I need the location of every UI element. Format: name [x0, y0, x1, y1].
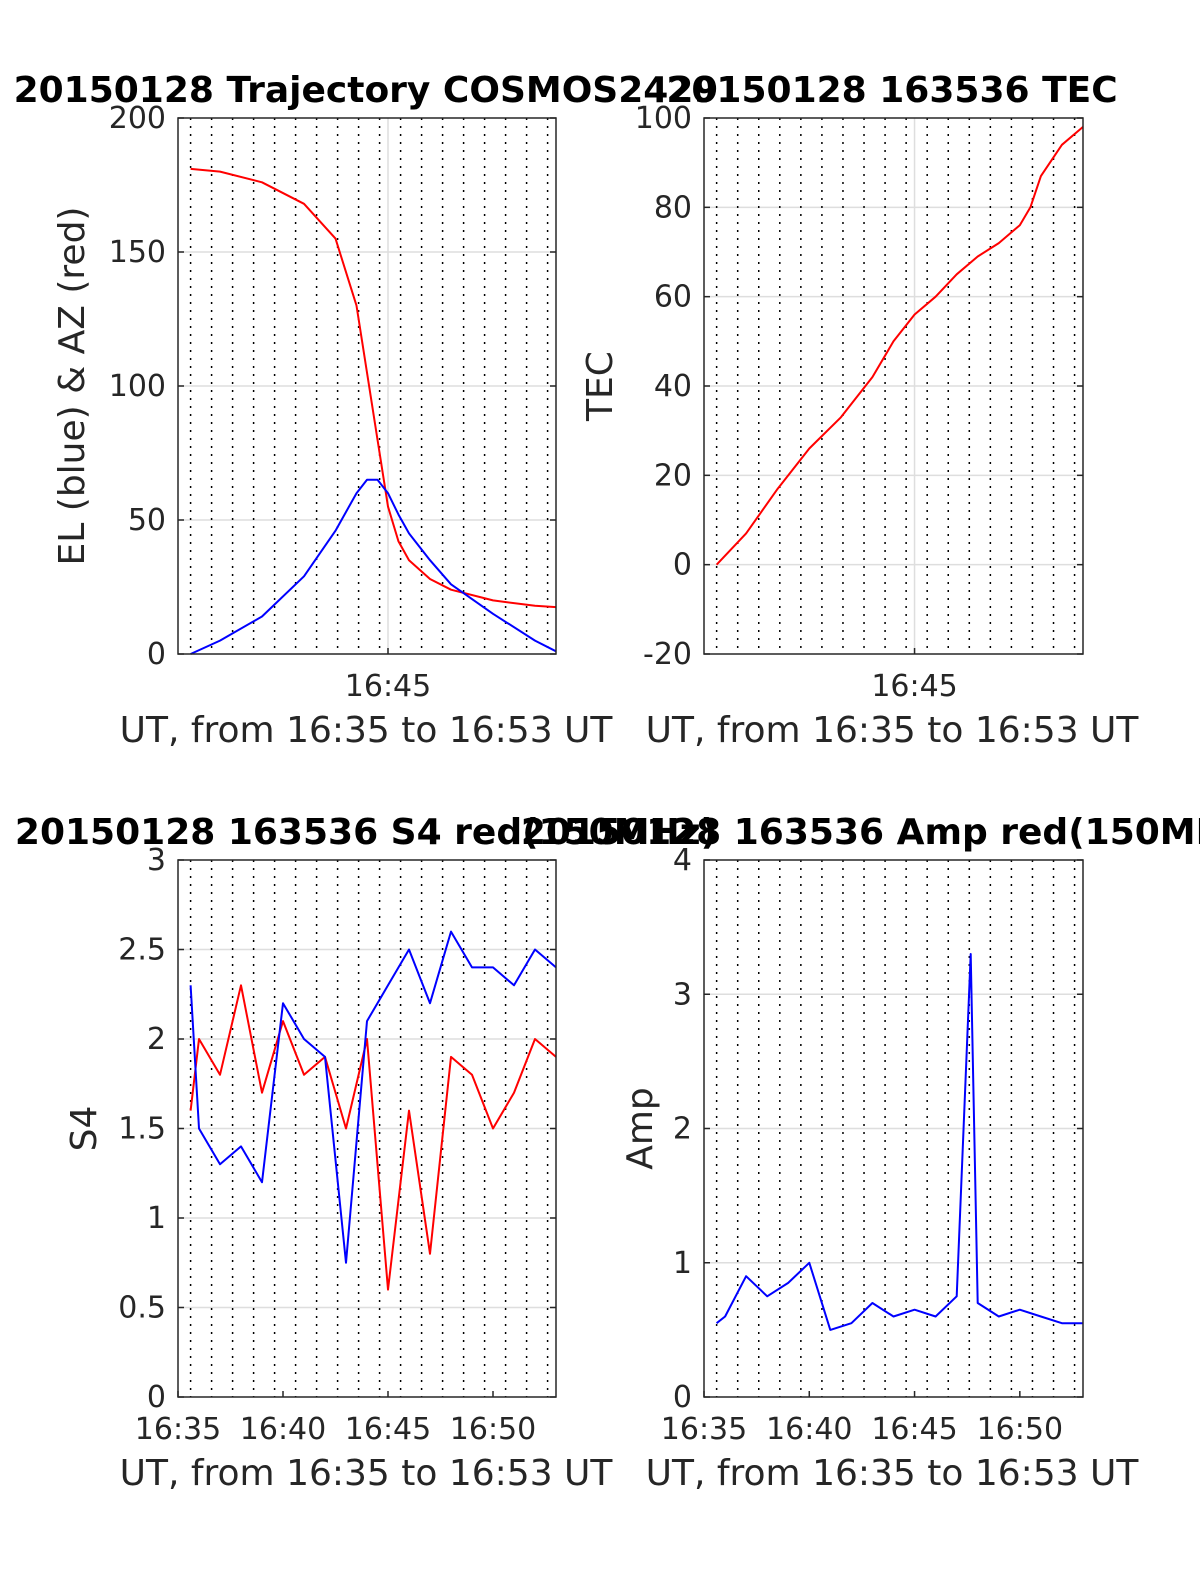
x-tick-label: 16:45: [345, 669, 431, 704]
x-tick-label: 16:45: [871, 1412, 957, 1447]
x-tick-label: 16:45: [345, 1412, 431, 1447]
chart-title: 20150128 163536 TEC: [666, 70, 1117, 111]
y-tick-label: 2.5: [118, 933, 166, 968]
x-tick-label: 16:45: [871, 669, 957, 704]
series-line-1: [715, 126, 1084, 566]
series-line-1: [190, 167, 557, 609]
x-tick-label: 16:35: [135, 1412, 221, 1447]
y-tick-label: 3: [673, 977, 692, 1012]
y-tick-label: 1.5: [118, 1112, 166, 1147]
y-tick-label: 0: [673, 1380, 692, 1415]
x-tick-label: 16:35: [661, 1412, 747, 1447]
y-tick-label: 100: [635, 101, 692, 136]
y-tick-label: 0: [673, 548, 692, 583]
y-tick-label: 100: [109, 369, 166, 404]
y-tick-label: 60: [654, 280, 692, 315]
series-line-2: [189, 930, 557, 1264]
chart-title: 20150128 Trajectory COSMOS2429: [14, 70, 719, 111]
y-tick-label: 0.5: [118, 1291, 166, 1326]
y-tick-label: 2: [673, 1112, 692, 1147]
y-axis-label: Amp: [620, 1087, 661, 1170]
y-tick-label: 80: [654, 190, 692, 225]
axes-box: [703, 859, 1084, 1398]
x-tick-label: 16:40: [240, 1412, 326, 1447]
y-tick-label: 1: [147, 1201, 166, 1236]
x-tick-label: 16:40: [766, 1412, 852, 1447]
axes-box: [177, 117, 557, 655]
y-tick-label: 0: [147, 1380, 166, 1415]
y-tick-label: 3: [147, 843, 166, 878]
x-tick-label: 16:50: [977, 1412, 1063, 1447]
chart-title: 20150128 163536 Amp red(150MHz): [521, 812, 1200, 853]
y-axis-label: EL (blue) & AZ (red): [52, 207, 93, 566]
y-tick-label: 20: [654, 458, 692, 493]
chart-panel-3: 0 0.5 1 1.5 2 2.5 3 16:35 16:40 16:45 16:50 2015012…: [15, 812, 717, 1494]
axes-box: [177, 859, 557, 1398]
chart-title: 20150128 163536 S4 red(150MHz): [15, 812, 717, 853]
y-tick-label: 200: [109, 101, 166, 136]
x-axis-label: UT, from 16:35 to 16:53 UT: [120, 710, 614, 751]
x-axis-label: UT, from 16:35 to 16:53 UT: [120, 1453, 614, 1494]
y-tick-label: -20: [643, 637, 692, 672]
series-line-1: [715, 953, 1083, 1331]
series-line-2: [190, 478, 557, 655]
series-line-1: [189, 984, 557, 1291]
x-axis-label: UT, from 16:35 to 16:53 UT: [646, 1453, 1140, 1494]
x-axis-label: UT, from 16:35 to 16:53 UT: [646, 710, 1140, 751]
axes-box: [703, 117, 1084, 655]
chart-panel-2: -20 0 20 40 60 80 100 16:45 20150128 163536 TEC U…: [580, 70, 1139, 751]
chart-panel-4: 0 1 2 3 4 16:35 16:40 16:45 16:50 20150128 163536…: [521, 812, 1200, 1494]
y-tick-label: 2: [147, 1022, 166, 1057]
y-tick-label: 150: [109, 235, 166, 270]
y-tick-label: 40: [654, 369, 692, 404]
x-tick-label: 16:50: [450, 1412, 536, 1447]
y-tick-label: 0: [147, 637, 166, 672]
y-tick-label: 50: [128, 503, 166, 538]
y-axis-label: TEC: [580, 351, 621, 422]
y-tick-label: 1: [673, 1246, 692, 1281]
y-tick-label: 4: [673, 843, 692, 878]
y-axis-label: S4: [64, 1106, 105, 1152]
